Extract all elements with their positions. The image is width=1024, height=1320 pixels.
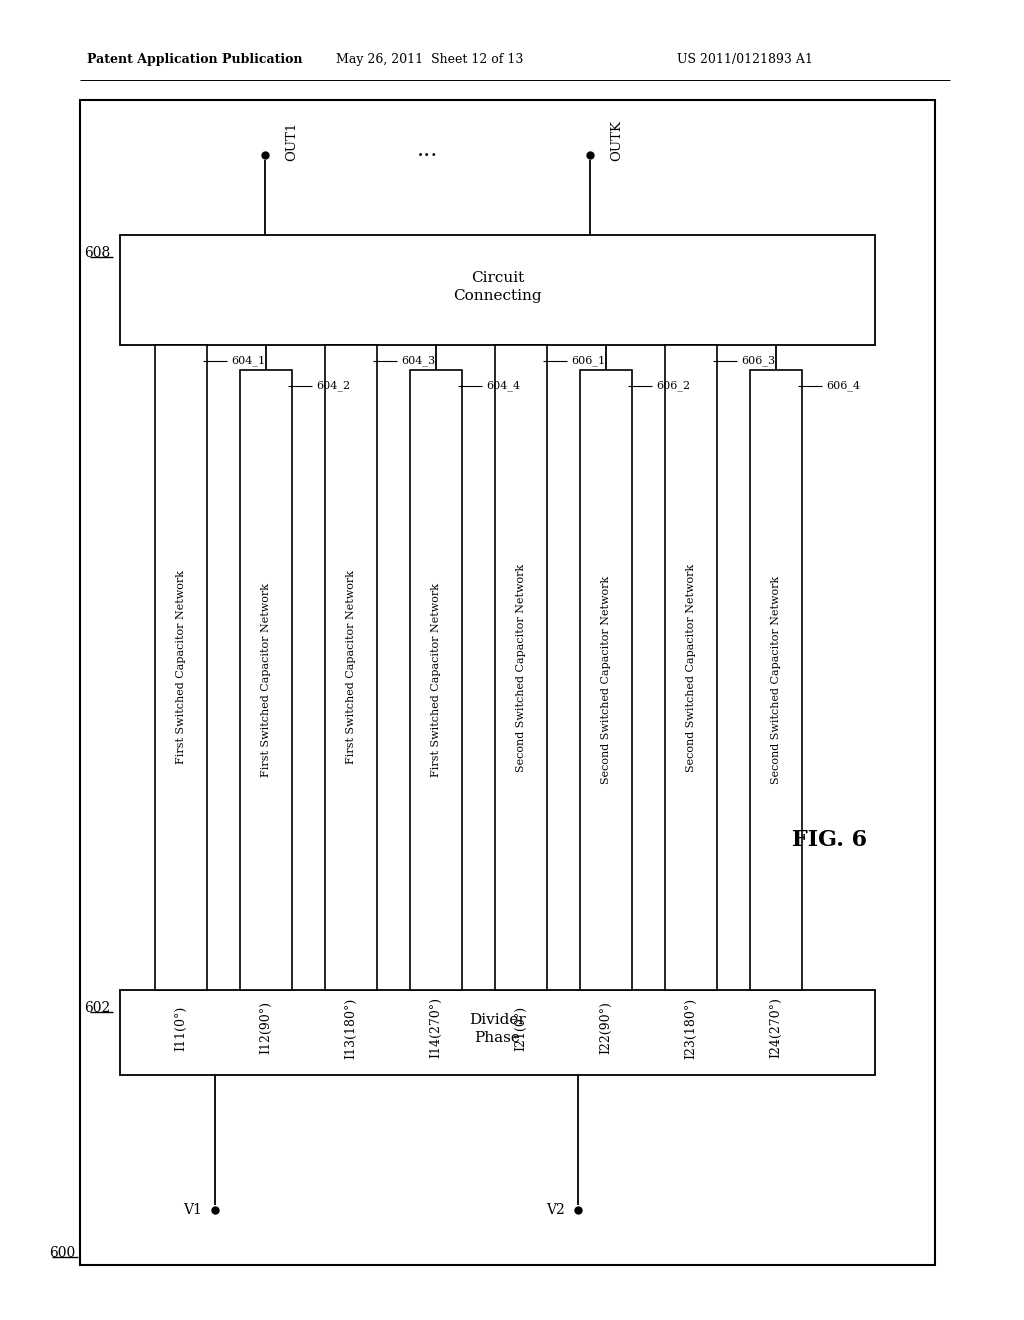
Text: I23(180°): I23(180°): [684, 998, 697, 1059]
Text: I13(180°): I13(180°): [344, 998, 357, 1059]
Bar: [665, 345, 717, 990]
Text: First Switched Capacitor Network: First Switched Capacitor Network: [261, 583, 271, 777]
Text: Circuit: Circuit: [471, 271, 524, 285]
Text: I22(90°): I22(90°): [599, 1002, 612, 1055]
Bar: [750, 370, 802, 990]
Text: US 2011/0121893 A1: US 2011/0121893 A1: [677, 54, 813, 66]
Text: V1: V1: [183, 1203, 203, 1217]
Text: Divider: Divider: [469, 1014, 526, 1027]
Text: 600: 600: [49, 1246, 75, 1261]
Text: 606_3: 606_3: [741, 355, 775, 367]
Text: 604_2: 604_2: [316, 380, 350, 391]
Bar: [495, 345, 547, 990]
Text: 606_4: 606_4: [826, 380, 860, 391]
Text: I12(90°): I12(90°): [259, 1002, 272, 1055]
Text: OUTK: OUTK: [610, 120, 623, 161]
Text: I11(0°): I11(0°): [174, 1006, 187, 1051]
Text: 602: 602: [84, 1001, 110, 1015]
Text: 604_4: 604_4: [486, 380, 520, 391]
Bar: [120, 235, 874, 345]
Text: First Switched Capacitor Network: First Switched Capacitor Network: [176, 570, 186, 764]
Text: FIG. 6: FIG. 6: [793, 829, 867, 851]
Bar: [580, 370, 632, 990]
Text: V2: V2: [547, 1203, 565, 1217]
Text: 606_2: 606_2: [656, 380, 690, 391]
Text: OUT1: OUT1: [285, 121, 298, 161]
Text: 606_1: 606_1: [571, 355, 605, 367]
Text: Second Switched Capacitor Network: Second Switched Capacitor Network: [771, 576, 781, 784]
Text: Second Switched Capacitor Network: Second Switched Capacitor Network: [601, 576, 611, 784]
Text: ...: ...: [417, 139, 438, 161]
Text: First Switched Capacitor Network: First Switched Capacitor Network: [431, 583, 441, 777]
Text: May 26, 2011  Sheet 12 of 13: May 26, 2011 Sheet 12 of 13: [336, 54, 523, 66]
Text: Connecting: Connecting: [454, 289, 542, 304]
Text: Patent Application Publication: Patent Application Publication: [87, 54, 303, 66]
Bar: [410, 370, 462, 990]
Text: Second Switched Capacitor Network: Second Switched Capacitor Network: [516, 564, 526, 772]
Text: Second Switched Capacitor Network: Second Switched Capacitor Network: [686, 564, 696, 772]
Bar: [240, 370, 292, 990]
Text: I21(0°): I21(0°): [514, 1006, 527, 1051]
Bar: [325, 345, 377, 990]
Text: 604_3: 604_3: [401, 355, 435, 367]
Bar: [120, 990, 874, 1074]
Text: I24(270°): I24(270°): [769, 998, 782, 1059]
Bar: [80, 100, 935, 1265]
Bar: [155, 345, 207, 990]
Text: 608: 608: [84, 246, 110, 260]
Text: Phase: Phase: [474, 1031, 520, 1045]
Text: I14(270°): I14(270°): [429, 998, 442, 1059]
Text: 604_1: 604_1: [231, 355, 265, 367]
Text: First Switched Capacitor Network: First Switched Capacitor Network: [346, 570, 356, 764]
